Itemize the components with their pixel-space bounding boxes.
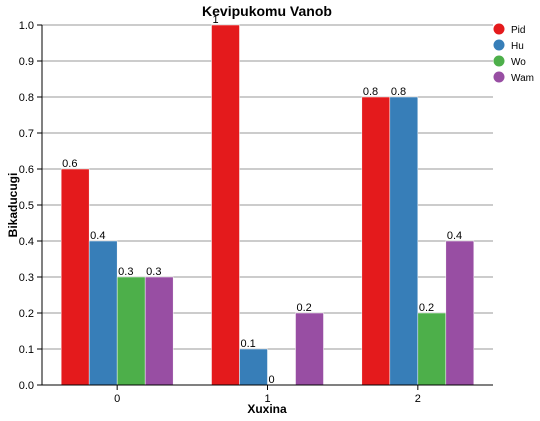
bar-value-label: 0.6 (62, 158, 77, 170)
bars (60, 24, 475, 386)
x-tick-label: 0 (114, 393, 120, 405)
bar-value-label: 0.3 (118, 266, 133, 278)
y-tick-label: 0.6 (19, 164, 34, 176)
bar-value-label: 0.2 (419, 302, 434, 314)
bar-value-label: 0.4 (447, 230, 462, 242)
y-tick-label: 0.8 (19, 92, 34, 104)
bar (144, 276, 174, 386)
bar-value-label: 0.2 (297, 302, 312, 314)
y-tick-label: 1.0 (19, 20, 34, 32)
bar (295, 312, 324, 386)
bar (88, 240, 118, 386)
y-tick-label: 0.2 (19, 308, 34, 320)
bar-value-label: 0.8 (363, 86, 378, 98)
bar-value-label: 1 (213, 14, 219, 26)
legend-label: Wam (511, 73, 534, 84)
bar (116, 276, 146, 386)
x-axis: 0 1 2 (42, 384, 493, 405)
bar-value-label: 0 (269, 374, 275, 386)
bar (239, 348, 268, 386)
y-tick-label: 0.4 (19, 236, 34, 248)
bar-value-label: 0.4 (90, 230, 105, 242)
legend-swatch (493, 55, 505, 67)
bar (389, 96, 419, 386)
bar (445, 240, 475, 386)
x-tick-label: 2 (415, 393, 421, 405)
bar (60, 168, 90, 386)
bar (361, 96, 391, 386)
bar (211, 24, 240, 386)
legend-swatch (493, 71, 505, 83)
y-tick-label: 0.0 (19, 380, 34, 392)
y-tick-label: 0.3 (19, 272, 34, 284)
bar (417, 312, 447, 386)
x-tick-label: 1 (264, 393, 270, 405)
legend-label: Wo (511, 57, 526, 68)
legend-label: Hu (511, 41, 524, 52)
legend-label: Pid (511, 25, 525, 36)
bar-value-label: 0.3 (146, 266, 161, 278)
y-tick-label: 0.9 (19, 56, 34, 68)
y-axis-title: Bikaducugi (6, 173, 20, 238)
data-labels: 0.6 0.4 0.3 0.3 1 0.1 0 0.2 0.8 0.8 0.2 0.4 (62, 14, 462, 386)
bar-value-label: 0.8 (391, 86, 406, 98)
y-tick-label: 0.7 (19, 128, 34, 140)
legend: Pid Hu Wo Wam (493, 23, 534, 84)
y-tick-label: 0.5 (19, 200, 34, 212)
y-tick-label: 0.1 (19, 344, 34, 356)
legend-swatch (493, 39, 505, 51)
legend-swatch (493, 23, 505, 35)
y-axis: 0.0 0.1 0.2 0.3 0.4 0.5 0.6 0.7 0.8 0.9 1.0 (19, 20, 43, 392)
x-axis-title: Xuxina (247, 402, 287, 416)
chart-title: Kevipukomu Vanob (202, 3, 332, 19)
bar-value-label: 0.1 (241, 338, 256, 350)
